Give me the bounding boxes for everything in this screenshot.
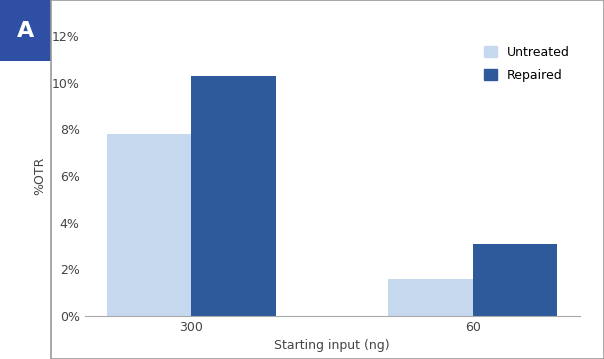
Bar (473, 243, 557, 316)
Y-axis label: %OTR: %OTR (33, 157, 47, 195)
Bar (107, 134, 191, 316)
Bar (388, 279, 473, 316)
Text: A: A (17, 20, 34, 41)
X-axis label: Starting input (ng): Starting input (ng) (274, 339, 390, 352)
Legend: Untreated, Repaired: Untreated, Repaired (481, 42, 574, 86)
Bar (191, 75, 276, 316)
